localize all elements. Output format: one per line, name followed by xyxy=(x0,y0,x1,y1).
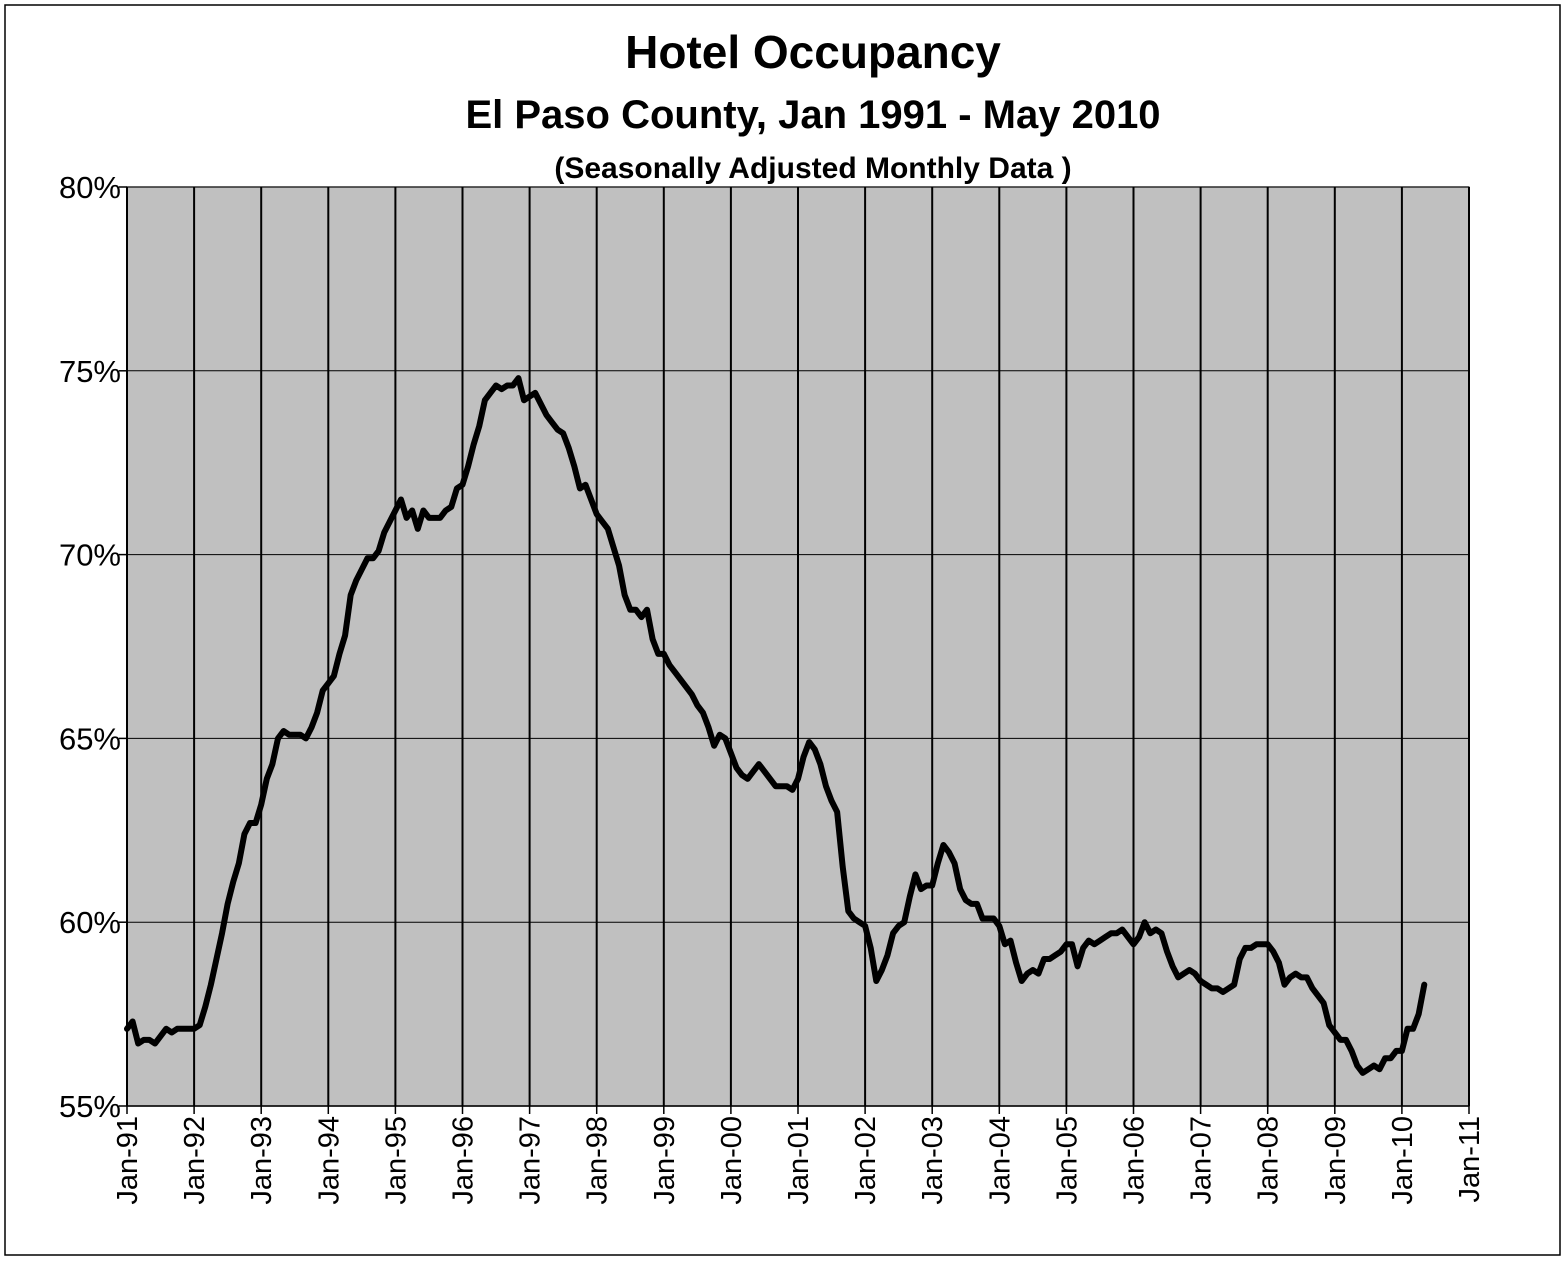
y-tick-label: 60% xyxy=(59,905,121,940)
chart-title: Hotel Occupancy xyxy=(625,26,1001,78)
x-tick-label: Jan-96 xyxy=(448,1116,480,1205)
x-tick-label: Jan-07 xyxy=(1186,1116,1218,1205)
x-tick-label: Jan-94 xyxy=(313,1116,345,1205)
x-tick-label: Jan-10 xyxy=(1387,1116,1419,1205)
x-tick-label: Jan-09 xyxy=(1320,1116,1352,1205)
x-tick-label: Jan-93 xyxy=(246,1116,278,1205)
y-tick-label: 70% xyxy=(59,538,121,573)
y-tick-label: 75% xyxy=(59,354,121,389)
x-tick-label: Jan-02 xyxy=(850,1116,882,1205)
x-tick-label: Jan-95 xyxy=(380,1116,412,1205)
x-tick-label: Jan-08 xyxy=(1253,1116,1285,1205)
x-tick-label: Jan-04 xyxy=(984,1116,1016,1205)
x-tick-label: Jan-00 xyxy=(716,1116,748,1205)
x-tick-label: Jan-91 xyxy=(112,1116,144,1205)
x-tick-label: Jan-06 xyxy=(1119,1116,1151,1205)
x-tick-label: Jan-05 xyxy=(1051,1116,1083,1205)
x-tick-label: Jan-97 xyxy=(515,1116,547,1205)
y-tick-label: 80% xyxy=(59,170,121,205)
x-tick-label: Jan-03 xyxy=(917,1116,949,1205)
x-tick-label: Jan-98 xyxy=(582,1116,614,1205)
y-tick-label: 65% xyxy=(59,721,121,756)
x-tick-label: Jan-11 xyxy=(1454,1116,1486,1203)
x-tick-label: Jan-99 xyxy=(649,1116,681,1205)
chart-note: (Seasonally Adjusted Monthly Data ) xyxy=(554,152,1071,185)
x-tick-label: Jan-92 xyxy=(179,1116,211,1205)
x-tick-label: Jan-01 xyxy=(783,1116,815,1205)
chart-subtitle: El Paso County, Jan 1991 - May 2010 xyxy=(465,93,1160,137)
data-line xyxy=(124,375,1428,1076)
y-tick-label: 55% xyxy=(59,1089,121,1124)
